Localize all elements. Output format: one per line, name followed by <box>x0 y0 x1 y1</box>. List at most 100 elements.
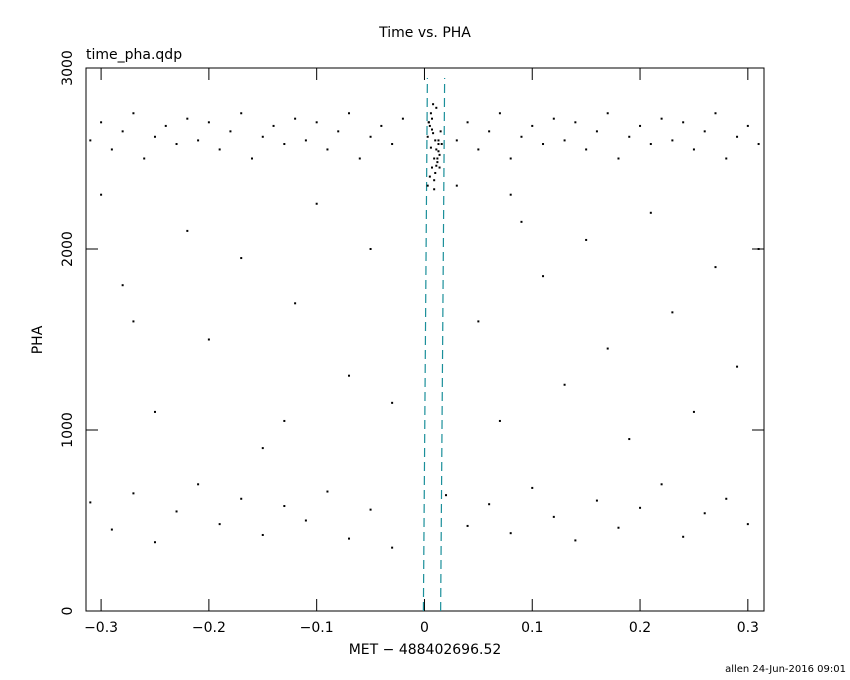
point <box>437 139 440 142</box>
point <box>110 148 113 151</box>
point <box>348 537 351 540</box>
point <box>197 139 200 142</box>
point <box>531 124 534 127</box>
point <box>552 117 555 120</box>
x-tick-label: −0.2 <box>192 620 226 636</box>
point <box>617 157 620 160</box>
point <box>439 130 442 133</box>
point <box>437 150 440 153</box>
point <box>488 130 491 133</box>
point <box>250 157 253 160</box>
point <box>428 175 431 178</box>
point <box>736 365 739 368</box>
point <box>542 275 545 278</box>
point <box>326 148 329 151</box>
point <box>337 130 340 133</box>
point <box>435 164 438 167</box>
point <box>746 523 749 526</box>
point <box>563 139 566 142</box>
x-tick-label: 0.3 <box>737 620 759 636</box>
point <box>428 124 431 127</box>
point <box>240 257 243 260</box>
point <box>649 143 652 146</box>
point <box>121 130 124 133</box>
point <box>132 112 135 115</box>
point <box>692 148 695 151</box>
point <box>542 143 545 146</box>
point <box>240 112 243 115</box>
point <box>132 492 135 495</box>
point <box>100 193 103 196</box>
point <box>725 157 728 160</box>
point <box>692 410 695 413</box>
point <box>261 533 264 536</box>
point <box>617 526 620 529</box>
point <box>304 139 307 142</box>
point <box>427 121 430 124</box>
footer: allen 24-Jun-2016 09:01 <box>725 664 846 675</box>
point <box>455 184 458 187</box>
point <box>477 320 480 323</box>
point <box>89 501 92 504</box>
point <box>436 161 439 164</box>
point <box>703 512 706 515</box>
point <box>369 248 372 250</box>
point <box>304 519 307 522</box>
point <box>520 135 523 138</box>
point <box>432 132 435 135</box>
point <box>197 483 200 486</box>
point <box>433 188 436 191</box>
point <box>369 508 372 511</box>
point <box>326 490 329 493</box>
point <box>153 541 156 544</box>
point <box>628 438 631 441</box>
point <box>391 401 394 404</box>
point <box>391 143 394 146</box>
point <box>272 124 275 127</box>
point <box>121 284 124 287</box>
point <box>585 238 588 241</box>
point <box>435 148 438 151</box>
point <box>757 248 760 250</box>
point <box>261 135 264 138</box>
point <box>240 497 243 500</box>
chart-title: Time vs. PHA <box>378 25 471 41</box>
point <box>437 143 440 146</box>
y-tick-label: 1000 <box>60 412 76 448</box>
point <box>283 505 286 508</box>
point <box>574 121 577 124</box>
point <box>435 106 438 109</box>
point <box>186 229 189 232</box>
point <box>563 383 566 386</box>
point <box>682 535 685 538</box>
point <box>714 112 717 115</box>
point <box>426 184 429 187</box>
point <box>639 124 642 127</box>
point <box>431 117 434 120</box>
point <box>426 135 429 138</box>
point <box>445 494 448 497</box>
point <box>434 171 437 174</box>
point <box>175 143 178 146</box>
y-axis-label: PHA <box>30 325 46 354</box>
point <box>358 157 361 160</box>
point <box>294 117 297 120</box>
point <box>380 124 383 127</box>
point <box>186 117 189 120</box>
point <box>585 148 588 151</box>
point <box>433 157 436 160</box>
point <box>531 486 534 489</box>
point <box>434 139 437 142</box>
point <box>671 139 674 142</box>
point <box>294 302 297 305</box>
point <box>153 135 156 138</box>
point <box>595 499 598 502</box>
point <box>746 124 749 127</box>
point <box>164 124 167 127</box>
point <box>132 320 135 323</box>
point <box>440 143 443 146</box>
y-tick-label: 3000 <box>60 50 76 86</box>
x-tick-label: −0.3 <box>84 620 118 636</box>
point <box>736 135 739 138</box>
point <box>488 503 491 506</box>
